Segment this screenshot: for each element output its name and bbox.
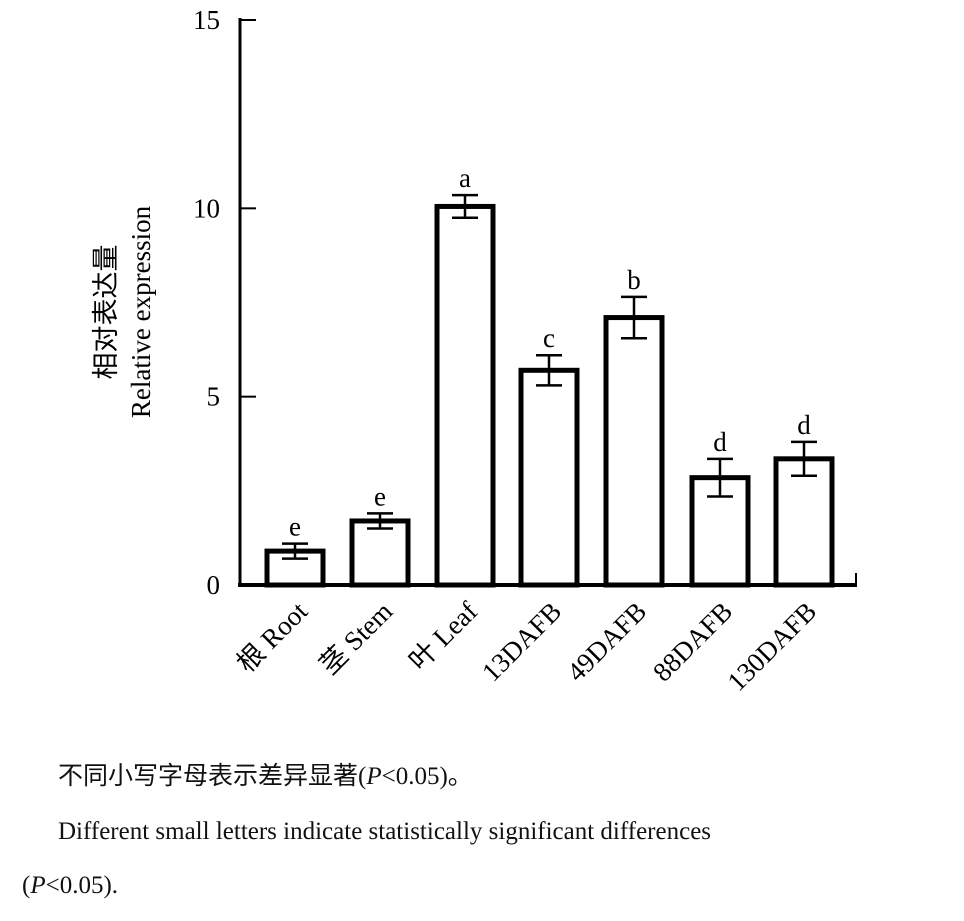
x-tick-label: 130DAFB <box>721 596 822 697</box>
y-tick-label: 15 <box>193 5 220 35</box>
x-axis: 根 Root 茎 Stem 叶 Leaf13DAFB49DAFB88DAFB130D… <box>231 573 857 697</box>
x-tick-label: 13DAFB <box>476 596 567 687</box>
significance-letter: c <box>543 323 555 353</box>
caption-en-p: P <box>30 872 46 899</box>
significance-letter: e <box>374 481 386 511</box>
y-axis-label: 相对表达量 Relative expression <box>91 205 156 418</box>
caption-en-line1: Different small letters indicate statist… <box>58 818 712 845</box>
x-tick-label: 根 Root <box>231 596 314 679</box>
significance-letter: d <box>713 427 727 457</box>
bar <box>773 456 835 588</box>
caption-cn-text: 不同小写字母表示差异显著( <box>58 763 367 790</box>
bar <box>518 367 580 588</box>
caption-en-end: <0.05). <box>45 872 119 899</box>
x-tick-label: 49DAFB <box>561 596 652 687</box>
caption-en-paren: ( <box>22 872 31 899</box>
significance-letter: e <box>289 512 301 542</box>
caption-en-line2: (P<0.05). <box>22 872 118 900</box>
significance-letter: a <box>459 163 471 193</box>
significance-letter: b <box>627 265 641 295</box>
caption-cn-text-end: <0.05)。 <box>381 763 473 790</box>
bars: e e a c b d d <box>264 163 835 588</box>
y-axis-label-en: Relative expression <box>126 205 156 418</box>
y-axis-label-cn: 相对表达量 <box>91 245 121 380</box>
y-axis: 0 5 10 15 <box>193 5 256 600</box>
caption-cn-p: P <box>366 763 382 790</box>
caption-cn: 不同小写字母表示差异显著(P<0.05)。 <box>58 756 473 792</box>
y-tick-label: 10 <box>193 193 220 223</box>
x-tick-label: 茎 Stem <box>314 596 398 680</box>
bar <box>434 203 496 588</box>
x-tick-label: 叶 Leaf <box>403 596 483 676</box>
significance-letter: d <box>797 410 811 440</box>
y-tick-label: 5 <box>207 382 221 412</box>
bar <box>349 518 411 588</box>
bar-chart: 0 5 10 15 根 Root 茎 Stem 叶 Leaf13DAFB49DAFB88D… <box>91 5 857 697</box>
y-tick-label: 0 <box>207 570 221 600</box>
bar <box>603 315 665 588</box>
